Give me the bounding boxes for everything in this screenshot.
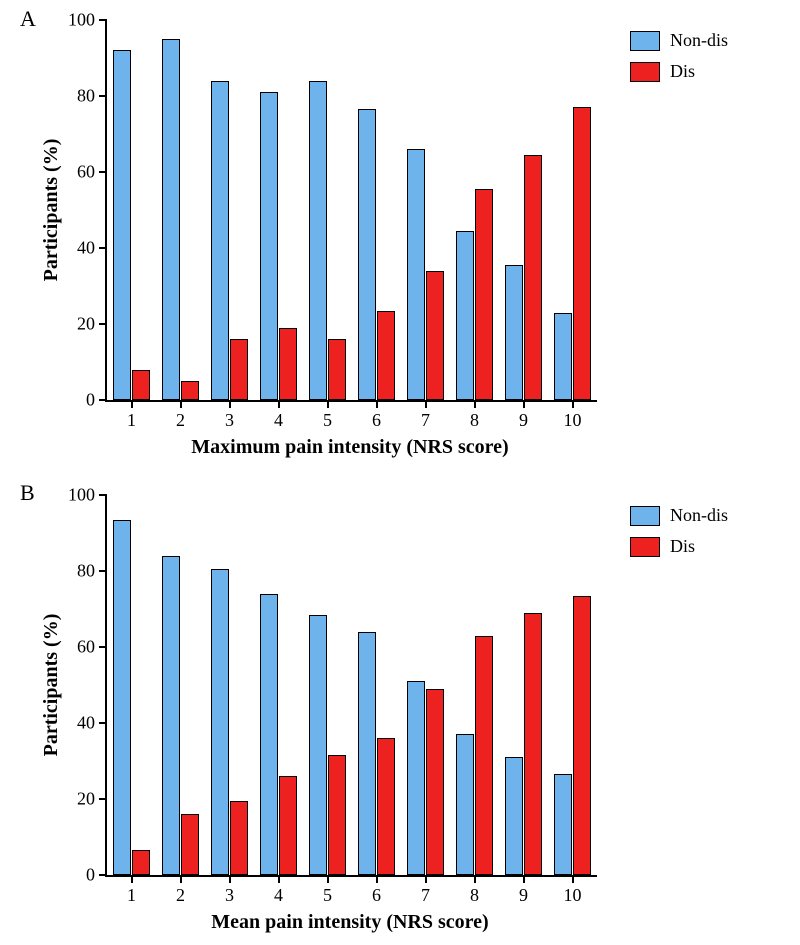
panel-label-B: B <box>20 480 35 506</box>
legend-item-nondis: Non-dis <box>630 30 728 51</box>
bar-dis <box>426 271 445 400</box>
x-tick-label: 8 <box>470 400 479 431</box>
bar-nondis <box>407 149 426 400</box>
plot-area-A: 02040608010012345678910 <box>105 20 597 402</box>
x-tick-label: 5 <box>323 400 332 431</box>
bar-dis <box>377 311 396 400</box>
x-tick-label: 2 <box>176 875 185 906</box>
y-tick-label: 80 <box>77 86 107 107</box>
y-tick-label: 40 <box>77 238 107 259</box>
bar-dis <box>524 155 543 400</box>
x-axis-title-B: Mean pain intensity (NRS score) <box>211 911 488 934</box>
bar-dis <box>181 381 200 400</box>
bar-nondis <box>505 757 524 875</box>
bar-dis <box>328 339 347 400</box>
bar-nondis <box>309 81 328 400</box>
legend-swatch-dis <box>630 537 660 557</box>
y-tick-label: 40 <box>77 713 107 734</box>
x-tick-label: 9 <box>519 875 528 906</box>
bar-nondis <box>358 632 377 875</box>
bar-dis <box>524 613 543 875</box>
bar-dis <box>475 636 494 875</box>
bar-nondis <box>162 39 181 400</box>
x-tick-label: 10 <box>564 400 582 431</box>
bar-nondis <box>358 109 377 400</box>
panel-label-A: A <box>20 6 36 32</box>
bar-nondis <box>407 681 426 875</box>
legend-label-nondis: Non-dis <box>670 30 728 51</box>
legend-item-dis: Dis <box>630 61 728 82</box>
legend-item-dis: Dis <box>630 536 728 557</box>
legend-swatch-nondis <box>630 31 660 51</box>
x-tick-label: 5 <box>323 875 332 906</box>
bar-dis <box>328 755 347 875</box>
legend-B: Non-dis Dis <box>630 505 728 567</box>
bar-nondis <box>211 81 230 400</box>
x-tick-label: 1 <box>127 875 136 906</box>
y-tick-label: 60 <box>77 162 107 183</box>
x-tick-label: 4 <box>274 875 283 906</box>
x-tick-label: 3 <box>225 875 234 906</box>
x-tick-label: 4 <box>274 400 283 431</box>
bar-dis <box>573 596 592 875</box>
bar-nondis <box>554 313 573 400</box>
y-tick-label: 80 <box>77 561 107 582</box>
x-tick-label: 6 <box>372 875 381 906</box>
bar-dis <box>573 107 592 400</box>
legend-label-nondis: Non-dis <box>670 505 728 526</box>
legend-A: Non-dis Dis <box>630 30 728 92</box>
bar-dis <box>181 814 200 875</box>
x-tick-label: 7 <box>421 875 430 906</box>
y-tick-label: 100 <box>68 10 107 31</box>
y-tick-label: 100 <box>68 485 107 506</box>
bar-dis <box>132 370 151 400</box>
bar-nondis <box>260 92 279 400</box>
bar-dis <box>279 328 298 400</box>
legend-item-nondis: Non-dis <box>630 505 728 526</box>
bar-nondis <box>309 615 328 875</box>
x-tick-label: 7 <box>421 400 430 431</box>
bar-nondis <box>505 265 524 400</box>
x-tick-label: 2 <box>176 400 185 431</box>
bar-nondis <box>113 520 132 875</box>
x-tick-label: 9 <box>519 400 528 431</box>
figure: A02040608010012345678910Participants (%)… <box>0 0 800 945</box>
y-tick-label: 20 <box>77 314 107 335</box>
legend-swatch-dis <box>630 62 660 82</box>
bar-dis <box>377 738 396 875</box>
bar-nondis <box>456 734 475 875</box>
x-axis-title-A: Maximum pain intensity (NRS score) <box>191 436 508 459</box>
bar-nondis <box>260 594 279 875</box>
y-tick-label: 0 <box>86 865 107 886</box>
bar-nondis <box>162 556 181 875</box>
bar-nondis <box>554 774 573 875</box>
plot-area-B: 02040608010012345678910 <box>105 495 597 877</box>
bar-dis <box>279 776 298 875</box>
bar-nondis <box>211 569 230 875</box>
bar-nondis <box>113 50 132 400</box>
legend-label-dis: Dis <box>670 61 695 82</box>
x-tick-label: 6 <box>372 400 381 431</box>
bar-nondis <box>456 231 475 400</box>
x-tick-label: 10 <box>564 875 582 906</box>
x-tick-label: 8 <box>470 875 479 906</box>
y-axis-title-B: Participants (%) <box>40 614 63 757</box>
y-axis-title-A: Participants (%) <box>40 139 63 282</box>
y-tick-label: 20 <box>77 789 107 810</box>
bar-dis <box>230 339 249 400</box>
y-tick-label: 0 <box>86 390 107 411</box>
bar-dis <box>426 689 445 875</box>
y-tick-label: 60 <box>77 637 107 658</box>
x-tick-label: 1 <box>127 400 136 431</box>
legend-label-dis: Dis <box>670 536 695 557</box>
bar-dis <box>230 801 249 875</box>
legend-swatch-nondis <box>630 506 660 526</box>
bar-dis <box>475 189 494 400</box>
x-tick-label: 3 <box>225 400 234 431</box>
bar-dis <box>132 850 151 875</box>
